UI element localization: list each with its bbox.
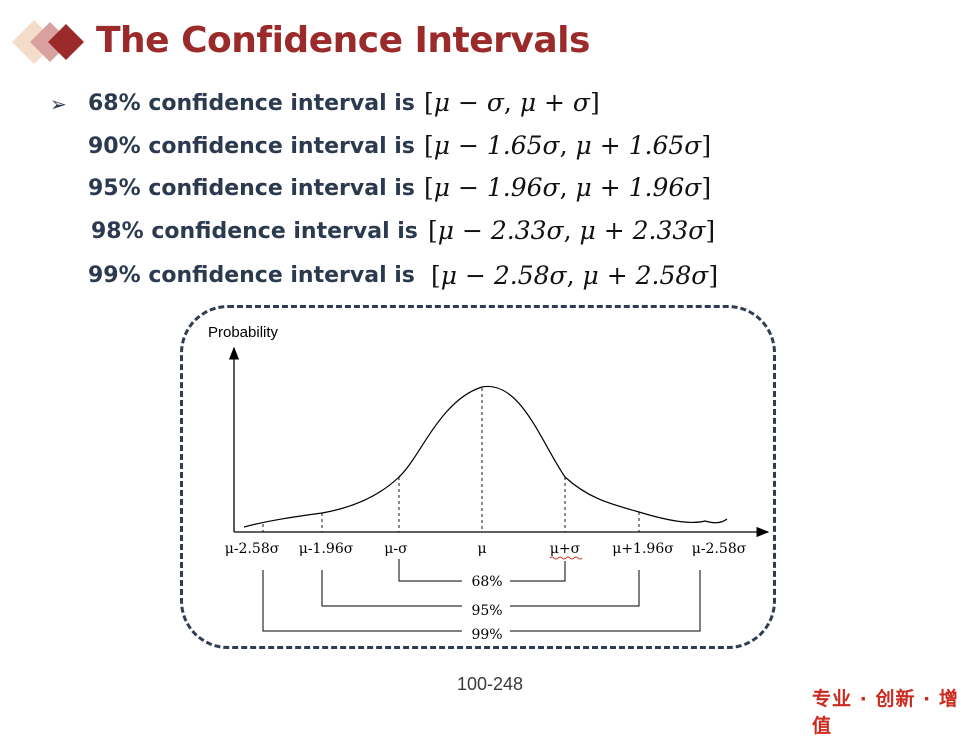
- interval-upper: μ + 2.58σ: [582, 261, 709, 290]
- tick-label: μ-σ: [384, 541, 408, 557]
- spellcheck-squiggle: [549, 556, 583, 560]
- interval-formula: [μ − σ, μ + σ]: [424, 88, 600, 117]
- interval-upper: μ + σ: [519, 88, 590, 117]
- interval-formula: [μ − 2.33σ, μ + 2.33σ]: [428, 216, 716, 245]
- interval-label: 68% confidence interval is: [88, 91, 415, 116]
- interval-label: 98% confidence interval is: [91, 219, 418, 244]
- tick-label: μ: [477, 541, 486, 557]
- bracket-label-95: 95%: [471, 603, 502, 619]
- diagram-frame: [180, 305, 776, 649]
- bracket-95: [321, 570, 640, 607]
- logo-diamonds-icon: [12, 20, 84, 64]
- bell-curve: [243, 385, 728, 528]
- interval-upper: μ + 1.65σ: [575, 131, 702, 160]
- interval-lower: μ − 2.58σ: [440, 261, 567, 290]
- tick-label: μ+1.96σ: [612, 541, 674, 557]
- interval-formula: [μ − 1.65σ, μ + 1.65σ]: [424, 131, 712, 160]
- y-axis-label: Probability: [208, 324, 279, 341]
- interval-formula: [μ − 2.58σ, μ + 2.58σ]: [431, 261, 719, 290]
- interval-lower: μ − 1.96σ: [433, 173, 560, 202]
- tick-label: μ-1.96σ: [299, 541, 354, 557]
- interval-upper: μ + 2.33σ: [579, 216, 706, 245]
- tick-label: μ-2.58σ: [692, 541, 747, 557]
- interval-lower: μ − 2.33σ: [437, 216, 564, 245]
- brand-slogan: 专业 · 创新 · 增值: [812, 688, 959, 737]
- bracket-label-68: 68%: [471, 574, 502, 590]
- interval-label: 99% confidence interval is: [88, 263, 415, 288]
- tick-label: μ-2.58σ: [225, 541, 280, 557]
- page-number: 100-248: [457, 674, 524, 694]
- interval-lower: μ − σ: [433, 88, 504, 117]
- page-title: The Confidence Intervals: [96, 20, 590, 61]
- interval-label: 95% confidence interval is: [88, 176, 415, 201]
- bracket-label-99: 99%: [471, 627, 502, 643]
- tick-label: μ+σ: [550, 541, 581, 557]
- interval-lower: μ − 1.65σ: [433, 131, 560, 160]
- normal-distribution-diagram: Probability μ-2.58σ μ-1.96σ μ-σ μ μ+σ μ+…: [208, 324, 770, 643]
- bracket-68: [398, 559, 566, 582]
- interval-upper: μ + 1.96σ: [575, 173, 702, 202]
- interval-formula: [μ − 1.96σ, μ + 1.96σ]: [424, 173, 712, 202]
- arrow-bullet-icon: ➢: [50, 94, 67, 116]
- bracket-99: [262, 570, 701, 632]
- interval-label: 90% confidence interval is: [88, 134, 415, 159]
